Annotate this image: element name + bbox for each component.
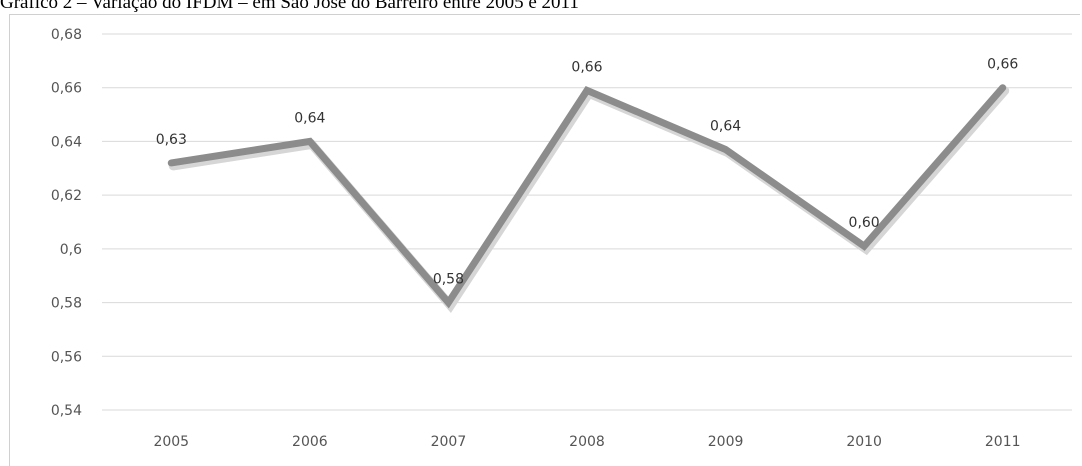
y-tick-label: 0,62 (51, 188, 82, 204)
series-line (167, 84, 1007, 309)
x-tick-label: 2008 (569, 434, 605, 450)
y-tick-label: 0,68 (51, 27, 82, 43)
x-tick-label: 2010 (846, 434, 882, 450)
x-tick-label: 2007 (431, 434, 467, 450)
series-group (167, 84, 1010, 314)
data-label: 0,64 (294, 110, 325, 126)
x-tick-label: 2005 (153, 434, 189, 450)
data-label: 0,63 (156, 132, 187, 148)
y-axis-ticks: 0,54 0,56 0,58 0,6 0,62 0,64 0,66 0,68 (51, 27, 82, 419)
data-label: 0,58 (433, 272, 464, 288)
y-tick-label: 0,6 (60, 242, 82, 258)
data-label: 0,60 (849, 215, 880, 231)
data-label: 0,66 (571, 59, 602, 75)
data-label: 0,64 (710, 118, 741, 134)
y-tick-label: 0,66 (51, 81, 82, 97)
chart-caption: Gráfico 2 – Variação do IFDM – em São Jo… (0, 0, 579, 13)
x-tick-label: 2011 (985, 434, 1021, 450)
y-tick-label: 0,58 (51, 296, 82, 312)
data-label: 0,66 (987, 57, 1018, 73)
chart-frame (9, 14, 1080, 466)
gridlines (102, 33, 1072, 411)
data-labels: 0,63 0,64 0,58 0,66 0,64 0,60 0,66 (156, 57, 1019, 288)
x-tick-label: 2006 (292, 434, 328, 450)
y-tick-label: 0,64 (51, 134, 82, 150)
x-axis-ticks: 2005 2006 2007 2008 2009 2010 2011 (153, 434, 1020, 450)
x-tick-label: 2009 (708, 434, 744, 450)
y-tick-label: 0,56 (51, 349, 82, 365)
y-tick-label: 0,54 (51, 403, 82, 419)
